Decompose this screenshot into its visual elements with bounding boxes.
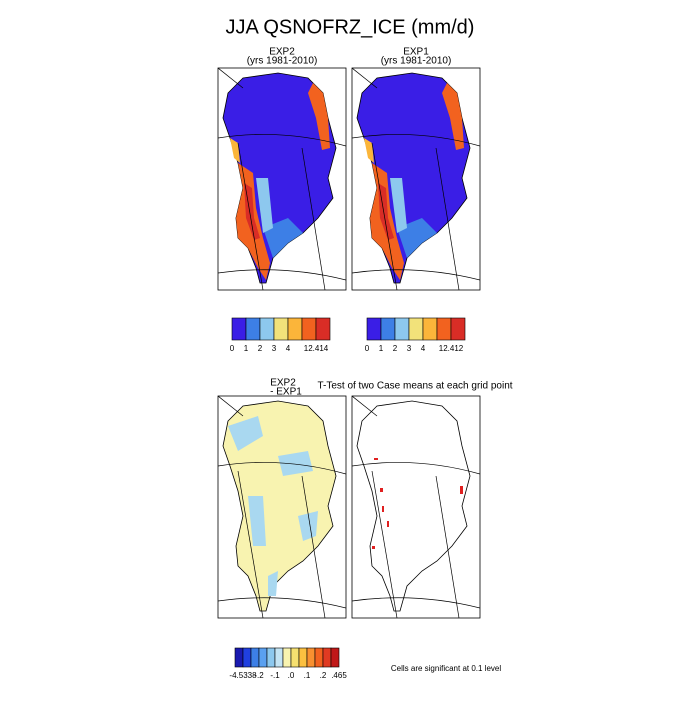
colorbar-box: [242, 647, 252, 668]
colorbar-box: [330, 647, 340, 668]
colorbar-box: [274, 647, 284, 668]
panel-title: EXP1: [403, 47, 429, 58]
map-panel: [351, 67, 481, 291]
map-content: [352, 396, 480, 618]
colorbar-label: 1: [244, 344, 249, 353]
panel-subtitle: (yrs 1981-2010): [247, 56, 318, 67]
colorbar-label: 3: [272, 344, 277, 353]
map-frame: [351, 67, 481, 291]
colorbar-box: [287, 317, 303, 341]
colorbar-box: [282, 647, 292, 668]
colorbar-label: 3: [407, 344, 412, 353]
panel-title: EXP2: [270, 378, 296, 389]
map-content: [218, 396, 346, 618]
colorbar-box: [408, 317, 424, 341]
colorbar-box: [306, 647, 316, 668]
colorbar-box: [380, 317, 396, 341]
colorbar-box: [301, 317, 317, 341]
colorbar-label: -.1: [270, 671, 280, 680]
colorbar-label: .465: [331, 671, 347, 680]
colorbar-label: 4: [286, 344, 291, 353]
colorbar-box: [366, 317, 382, 341]
land-pattern: [228, 416, 318, 596]
colorbar-box: [422, 317, 438, 341]
map-panel: [351, 395, 481, 619]
colorbar-label: .2: [320, 671, 327, 680]
colorbar-label: -.2: [254, 671, 264, 680]
colorbar-box: [450, 317, 466, 341]
panel-title: T-Test of two Case means at each grid po…: [317, 381, 512, 392]
map-frame: [217, 395, 347, 619]
map-frame: [351, 395, 481, 619]
colorbar-label: -4.5338: [229, 671, 257, 680]
map-content: [218, 68, 346, 290]
colorbar-box: [314, 647, 324, 668]
panel-subtitle: (yrs 1981-2010): [381, 56, 452, 67]
colorbar-box: [231, 317, 247, 341]
colorbar-box: [234, 647, 244, 668]
colorbar-box: [266, 647, 276, 668]
colorbar-label: 12.414: [304, 344, 329, 353]
colorbar-label: 4: [421, 344, 426, 353]
colorbar-box: [322, 647, 332, 668]
map-panel: [217, 395, 347, 619]
colorbar-box: [315, 317, 331, 341]
colorbar-label: 0: [230, 344, 235, 353]
map-panel: [217, 67, 347, 291]
colorbar-box: [250, 647, 260, 668]
colorbar-box: [298, 647, 308, 668]
colorbar-label: .0: [288, 671, 295, 680]
panel-subtitle: - EXP1: [270, 387, 302, 398]
colorbar-label: 0: [365, 344, 370, 353]
figure-title: JJA QSNOFRZ_ICE (mm/d): [226, 16, 475, 38]
colorbar-label: 2: [393, 344, 398, 353]
colorbar-label: 12.412: [439, 344, 464, 353]
map-frame: [217, 67, 347, 291]
colorbar-box: [259, 317, 275, 341]
note: Cells are significant at 0.1 level: [391, 664, 502, 673]
colorbar-label: 2: [258, 344, 263, 353]
colorbar-box: [290, 647, 300, 668]
colorbar-label: 1: [379, 344, 384, 353]
colorbar-label: .1: [304, 671, 311, 680]
colorbar-box: [394, 317, 410, 341]
colorbar-box: [258, 647, 268, 668]
colorbar-box: [436, 317, 452, 341]
panel-title: EXP2: [269, 47, 295, 58]
map-content: [352, 68, 480, 290]
colorbar-box: [245, 317, 261, 341]
colorbar-box: [273, 317, 289, 341]
